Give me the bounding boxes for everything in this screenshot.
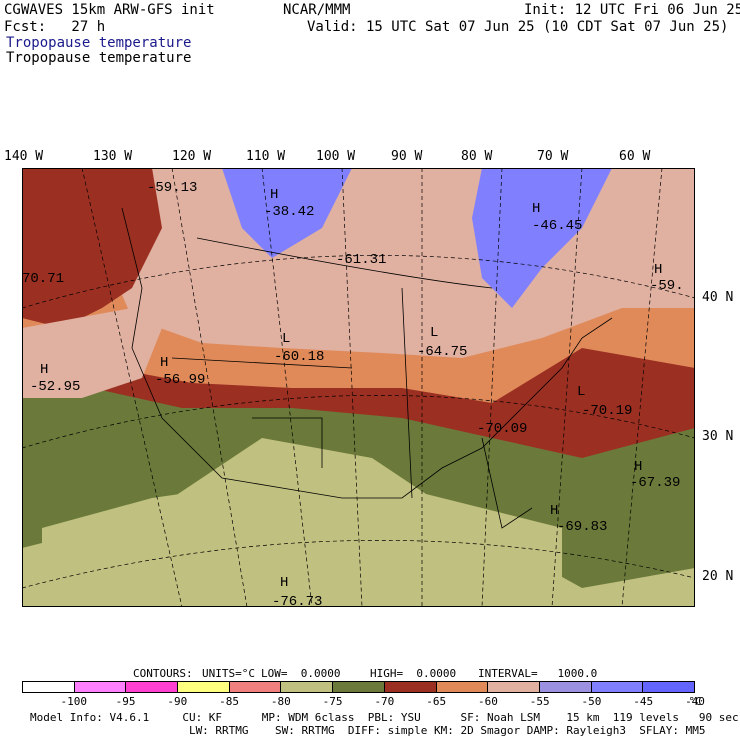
map-svg: -59.13 H -38.42 -61.31 H -46.45 H -59. 7… — [22, 168, 695, 607]
map-label: -61.31 — [336, 252, 386, 268]
colorbar-tick-label: -80 — [270, 695, 291, 708]
map-label: -60.18 — [274, 349, 324, 365]
fill-band-olive-south — [42, 468, 562, 607]
map-label-letter: H — [654, 262, 662, 278]
map-label-letter: L — [577, 384, 585, 400]
map-label-letter: H — [634, 459, 642, 475]
model-title: CGWAVES 15km ARW-GFS init — [4, 2, 215, 18]
lon-label: 120 W — [172, 149, 212, 164]
map-label-letter: H — [270, 187, 278, 203]
colorbar-tick-label: -75 — [322, 695, 343, 708]
colorbar-tick-label: -100 — [60, 695, 88, 708]
colorbar-segment — [126, 682, 179, 692]
contours-interval: INTERVAL= 1000.0 — [478, 667, 598, 680]
colorbar-segment — [74, 682, 127, 692]
colorbar-tick-label: -45 — [633, 695, 654, 708]
lat-label: 30 N — [702, 429, 734, 444]
map-label: -46.45 — [532, 218, 582, 234]
contours-label: CONTOURS: — [133, 667, 193, 680]
colorbar-tick-label: -55 — [529, 695, 550, 708]
colorbar-segment — [23, 682, 75, 692]
lon-label: 60 W — [619, 149, 651, 164]
lon-label: 140 W — [4, 149, 44, 164]
colorbar-segment — [281, 682, 334, 692]
map-label-letter: H — [550, 503, 558, 519]
colorbar-segment — [488, 682, 540, 692]
lat-label: 40 N — [702, 290, 734, 305]
colorbar-segment — [643, 682, 694, 692]
map-label: -38.42 — [264, 204, 314, 220]
lat-label: 20 N — [702, 569, 734, 584]
graticule — [22, 168, 695, 607]
fill-band-pink-west — [22, 308, 162, 398]
boundaries — [121, 207, 613, 529]
map-label: -70.19 — [582, 403, 632, 419]
map-label-letter: H — [160, 355, 168, 371]
map-frame — [22, 168, 695, 607]
map-label: -56.99 — [155, 372, 205, 388]
field-title-1: Tropopause temperature — [6, 35, 192, 51]
forecast-hour: Fcst: 27 h — [4, 19, 106, 35]
colorbar-segment — [178, 682, 230, 692]
map-label-letter: H — [280, 575, 288, 591]
colorbar-segment — [591, 682, 644, 692]
map-label: 70.71 — [22, 271, 64, 287]
map-label: -59.13 — [147, 180, 197, 196]
valid-time: Valid: 15 UTC Sat 07 Jun 25 (10 CDT Sat … — [307, 19, 729, 35]
extrema-labels: -59.13 H -38.42 -61.31 H -46.45 H -59. 7… — [22, 180, 684, 607]
model-info-line1: Model Info: V4.6.1 CU: KF MP: WDM 6class… — [30, 711, 739, 724]
lon-label: 110 W — [246, 149, 286, 164]
lon-label: 130 W — [93, 149, 133, 164]
model-info-line2: LW: RRTMG SW: RRTMG DIFF: simple KM: 2D … — [30, 724, 706, 737]
map-label-letter: L — [430, 325, 438, 341]
org-label: NCAR/MMM — [283, 2, 351, 18]
contours-high: HIGH= 0.0000 — [370, 667, 457, 680]
contours-units: UNITS=°C — [202, 667, 255, 680]
map-label-letter: H — [40, 362, 48, 378]
colorbar-segment — [436, 682, 489, 692]
contours-low: LOW= 0.0000 — [261, 667, 341, 680]
colorbar-segment — [229, 682, 282, 692]
lon-label: 90 W — [391, 149, 423, 164]
fill-band-red-west — [22, 168, 162, 328]
init-time: Init: 12 UTC Fri 06 Jun 25 — [524, 2, 740, 18]
colorbar-tick-label: -70 — [374, 695, 395, 708]
map-label: -69.83 — [557, 519, 607, 535]
fill-band-purple-nw — [222, 168, 352, 258]
lon-label: 80 W — [461, 149, 493, 164]
colorbar-segment — [539, 682, 592, 692]
colorbar-tick-label: -65 — [426, 695, 447, 708]
colorbar-tick-label: -50 — [581, 695, 602, 708]
lon-label: 70 W — [537, 149, 569, 164]
map-label: -64.75 — [417, 344, 467, 360]
colorbar-unit: °C — [688, 695, 702, 708]
colorbar-segment — [333, 682, 385, 692]
fill-band-purple-ne — [472, 168, 612, 308]
lon-label: 100 W — [316, 149, 356, 164]
colorbar-tick-label: -95 — [115, 695, 136, 708]
tropopause-temperature-map: -59.13 H -38.42 -61.31 H -46.45 H -59. 7… — [22, 168, 695, 607]
map-label: -70.09 — [477, 421, 527, 437]
map-label: -67.39 — [630, 475, 680, 491]
colorbar-tick-label: -90 — [167, 695, 188, 708]
colorbar-tick-label: -85 — [219, 695, 239, 708]
field-title-2: Tropopause temperature — [6, 50, 192, 66]
map-label: -76.73 — [272, 594, 322, 607]
map-label: -52.95 — [30, 379, 80, 395]
colorbar-tick-label: -40 — [685, 695, 705, 708]
colorbar-tick-label: -60 — [477, 695, 498, 708]
map-label-letter: L — [282, 331, 290, 347]
map-label: -59. — [650, 278, 684, 294]
colorbar-segment — [384, 682, 437, 692]
colorbar — [22, 681, 695, 693]
map-label-letter: H — [532, 201, 540, 217]
